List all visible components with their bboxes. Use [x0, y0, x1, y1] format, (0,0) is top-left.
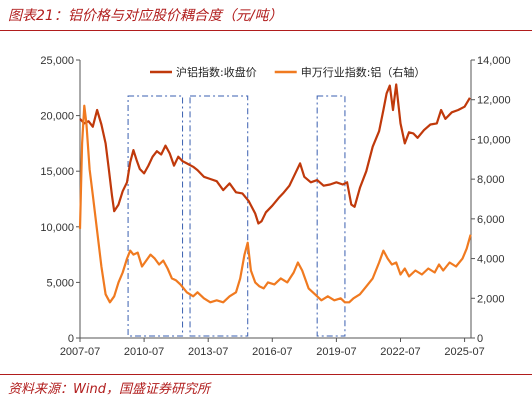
right-y-tick-label: 6,000 — [477, 214, 505, 226]
highlight-box-2 — [189, 95, 249, 337]
left-y-tick-label: 20,000 — [40, 111, 74, 123]
x-tick-label: 2022-07 — [380, 346, 420, 358]
series-layer — [78, 83, 472, 304]
left-y-tick-label: 0 — [68, 333, 74, 345]
right-y-tick-label: 0 — [477, 333, 483, 345]
right-y-tick-label: 14,000 — [477, 55, 511, 67]
legend-label-1: 沪铝指数:收盘价 — [176, 65, 257, 79]
dual-axis-line-chart: 0 5,000 10,000 15,000 20,000 25,000 0 2,000 4,00… — [40, 55, 510, 358]
right-y-tick-label: 4,000 — [477, 254, 505, 266]
right-y-tick-label: 10,000 — [477, 134, 511, 146]
left-y-tick-label: 10,000 — [40, 222, 74, 234]
x-tick-label: 2016-07 — [252, 346, 292, 358]
x-tick-label: 2010-07 — [124, 346, 164, 358]
axis-layer: 0 5,000 10,000 15,000 20,000 25,000 0 2,000 4,00… — [40, 55, 510, 358]
right-y-tick-label: 2,000 — [477, 293, 505, 305]
series-line-2 — [78, 104, 472, 304]
highlight-box-3 — [316, 95, 346, 337]
source-note: 资料来源：Wind，国盛证券研究所 — [8, 382, 210, 397]
highlight-layer — [127, 95, 346, 337]
x-tick-label: 2019-07 — [316, 346, 356, 358]
left-y-tick-label: 5,000 — [46, 277, 74, 289]
left-y-tick-label: 25,000 — [40, 55, 74, 67]
source-divider — [0, 374, 532, 375]
series-line-1 — [79, 83, 471, 225]
x-tick-label: 2013-07 — [188, 346, 228, 358]
title-divider — [0, 30, 532, 31]
legend-label-2: 申万行业指数:铝（右轴） — [301, 65, 426, 79]
right-y-tick-label: 8,000 — [477, 174, 505, 186]
legend: 沪铝指数:收盘价 申万行业指数:铝（右轴） — [150, 65, 425, 79]
right-y-tick-label: 12,000 — [477, 95, 511, 107]
figure-title: 图表21：铝价格与对应股价耦合度（元/吨） — [8, 8, 283, 24]
x-tick-label: 2007-07 — [60, 346, 100, 358]
highlight-box-1 — [127, 95, 184, 337]
x-tick-label: 2025-07 — [444, 346, 484, 358]
left-y-tick-label: 15,000 — [40, 166, 74, 178]
